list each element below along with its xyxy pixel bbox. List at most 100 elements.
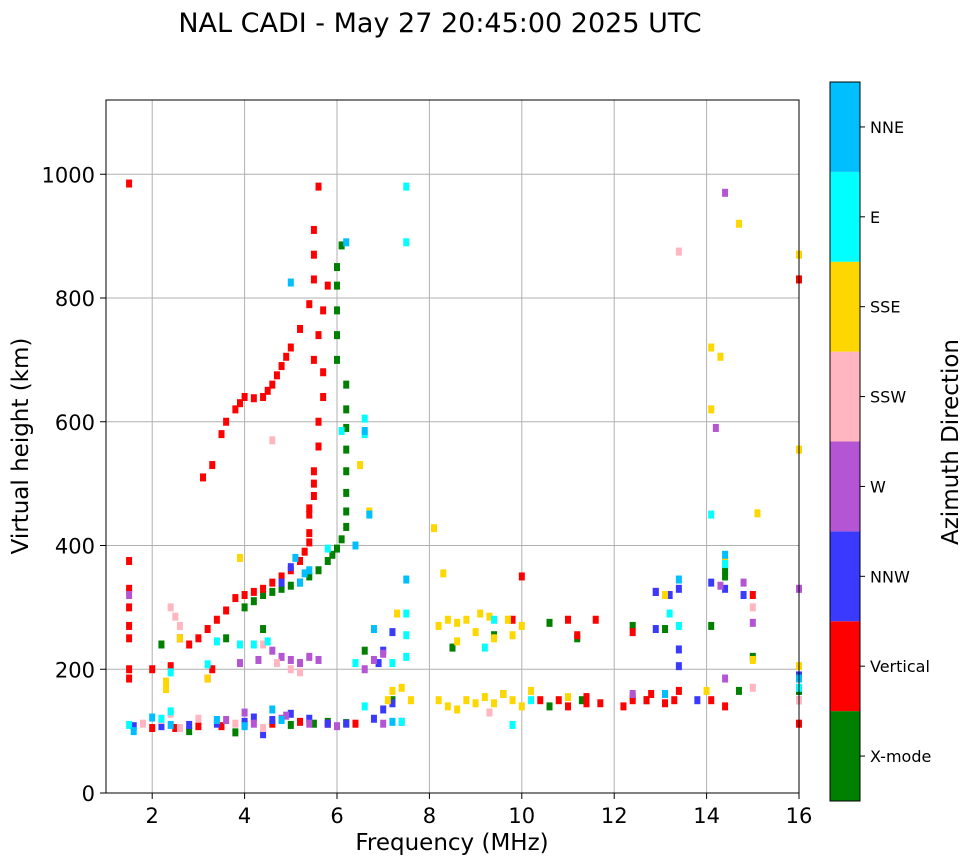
data-point bbox=[472, 699, 479, 708]
data-point bbox=[500, 690, 507, 698]
data-point bbox=[324, 281, 331, 290]
data-point bbox=[126, 603, 133, 612]
x-tick-label: 14 bbox=[693, 804, 720, 828]
data-point bbox=[398, 717, 405, 726]
data-point bbox=[223, 715, 230, 724]
data-point bbox=[310, 467, 317, 476]
data-point bbox=[675, 662, 682, 671]
data-point bbox=[555, 696, 562, 705]
data-point bbox=[749, 683, 756, 692]
data-point bbox=[662, 699, 669, 708]
data-point bbox=[287, 278, 294, 287]
data-point bbox=[389, 628, 396, 637]
data-point bbox=[546, 618, 553, 627]
data-point bbox=[260, 584, 267, 593]
data-point bbox=[278, 584, 285, 593]
y-axis-label: Virtual height (km) bbox=[8, 338, 34, 555]
data-point bbox=[546, 702, 553, 711]
data-point bbox=[380, 705, 387, 714]
data-point bbox=[250, 713, 257, 722]
data-point bbox=[481, 693, 488, 702]
data-point bbox=[306, 566, 313, 575]
data-point bbox=[260, 625, 267, 634]
data-point bbox=[537, 696, 544, 705]
data-point bbox=[565, 693, 571, 702]
data-point bbox=[204, 660, 211, 669]
data-point bbox=[236, 553, 243, 562]
data-point bbox=[241, 708, 248, 717]
data-point bbox=[574, 631, 581, 640]
data-point bbox=[463, 615, 470, 624]
plot-frame bbox=[105, 99, 800, 794]
data-point bbox=[380, 649, 387, 658]
data-point bbox=[310, 492, 317, 500]
data-point bbox=[126, 634, 133, 643]
y-tick-label: 0 bbox=[82, 782, 95, 806]
data-point bbox=[236, 659, 243, 668]
chart-title: NAL CADI - May 27 20:45:00 2025 UTC bbox=[178, 8, 701, 39]
data-point bbox=[306, 529, 313, 538]
data-point bbox=[126, 591, 133, 599]
y-tick-label: 1000 bbox=[42, 163, 95, 187]
data-point bbox=[708, 621, 715, 630]
data-point bbox=[338, 241, 345, 250]
data-point bbox=[708, 405, 715, 414]
data-point bbox=[444, 615, 451, 624]
data-point bbox=[504, 615, 511, 624]
data-point bbox=[232, 728, 239, 737]
data-point bbox=[287, 709, 294, 718]
data-point bbox=[343, 238, 350, 247]
data-point bbox=[708, 510, 715, 519]
data-point bbox=[241, 591, 248, 599]
data-point bbox=[287, 343, 294, 352]
data-point bbox=[204, 674, 211, 683]
data-point bbox=[158, 722, 165, 731]
data-point bbox=[394, 609, 401, 618]
data-point bbox=[223, 634, 230, 643]
data-point bbox=[749, 655, 756, 664]
data-point bbox=[126, 720, 133, 729]
x-tick-label: 16 bbox=[786, 804, 813, 828]
data-point bbox=[126, 584, 133, 593]
data-point bbox=[334, 355, 340, 364]
data-point bbox=[232, 594, 239, 603]
data-point bbox=[310, 250, 317, 259]
data-point bbox=[454, 705, 461, 714]
data-point bbox=[176, 634, 183, 643]
data-point bbox=[149, 665, 156, 674]
data-point bbox=[518, 572, 525, 581]
data-point bbox=[260, 640, 267, 649]
data-point bbox=[518, 702, 525, 711]
colorbar-label: Azimuth Direction bbox=[938, 339, 964, 545]
data-point bbox=[509, 631, 516, 640]
data-point bbox=[236, 640, 243, 649]
data-point bbox=[380, 719, 387, 728]
data-point bbox=[315, 566, 322, 575]
series-nnw bbox=[130, 563, 802, 739]
data-point bbox=[463, 696, 470, 705]
data-point bbox=[370, 655, 377, 664]
colorbar-segment bbox=[830, 351, 860, 442]
data-point bbox=[269, 578, 276, 587]
data-point bbox=[431, 524, 438, 533]
data-point bbox=[407, 696, 414, 705]
data-point bbox=[186, 727, 193, 736]
data-point bbox=[666, 591, 673, 599]
data-point bbox=[278, 652, 285, 661]
data-point bbox=[269, 436, 276, 445]
data-point bbox=[320, 306, 327, 315]
data-point bbox=[250, 587, 257, 596]
data-point bbox=[343, 488, 350, 497]
data-point bbox=[403, 182, 410, 191]
data-point bbox=[297, 324, 304, 333]
data-point bbox=[306, 300, 313, 309]
data-point bbox=[324, 544, 331, 553]
colorbar-tick-label: NNW bbox=[870, 567, 910, 586]
plot-area: 2 4 6 8 10 12 14 16 0 200 400 600 800 1000 bbox=[42, 99, 813, 828]
data-point bbox=[250, 597, 257, 606]
data-point bbox=[675, 575, 682, 584]
data-point bbox=[361, 665, 368, 674]
colorbar-tick-label: Vertical bbox=[870, 657, 930, 676]
data-point bbox=[278, 715, 285, 724]
